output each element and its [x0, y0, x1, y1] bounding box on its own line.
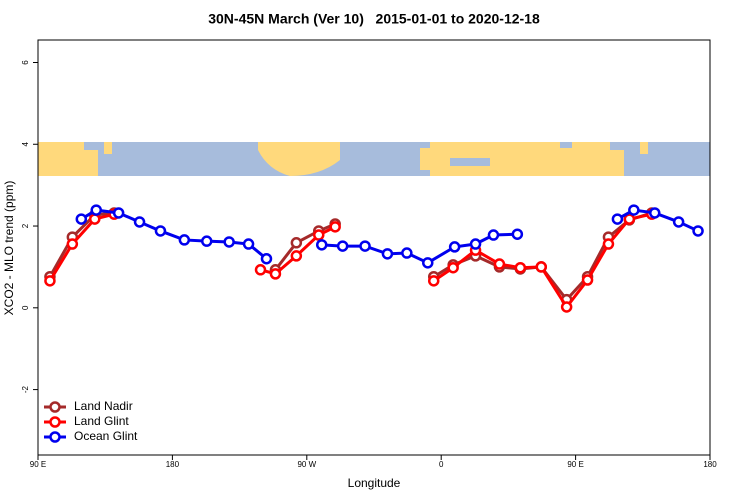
data-point	[312, 229, 325, 241]
data-point	[447, 261, 459, 274]
map-strip	[38, 142, 710, 176]
legend-label: Ocean Glint	[74, 429, 138, 443]
data-point	[154, 225, 167, 237]
data-point	[401, 247, 413, 259]
y-tick-label: -2	[21, 385, 30, 393]
legend-marker	[49, 401, 61, 413]
data-point	[290, 250, 303, 262]
legend-label: Land Nadir	[74, 399, 133, 413]
data-point	[88, 213, 101, 225]
x-tick-label: 90 E	[567, 460, 583, 469]
y-tick-label: 0	[21, 305, 30, 310]
y-tick-label: 2	[21, 223, 30, 228]
data-point	[535, 261, 548, 273]
data-point	[422, 257, 434, 269]
data-point	[611, 213, 624, 225]
x-tick-label: 0	[439, 460, 444, 469]
data-point	[493, 258, 506, 270]
data-point	[581, 274, 594, 286]
data-point	[44, 275, 56, 287]
data-point	[359, 240, 371, 252]
data-point	[260, 252, 273, 265]
data-point	[427, 275, 440, 287]
data-point	[290, 237, 303, 249]
legend-marker	[49, 416, 61, 428]
x-tick-label: 90 W	[297, 460, 316, 469]
legend-marker	[49, 431, 61, 443]
x-axis-label: Longitude	[348, 476, 401, 490]
data-point	[692, 225, 704, 237]
data-point	[602, 238, 615, 250]
data-point	[200, 235, 213, 247]
data-point	[90, 204, 102, 216]
y-tick-label: 6	[21, 60, 30, 65]
data-point	[381, 248, 394, 260]
data-point	[469, 238, 482, 250]
data-point	[75, 213, 88, 225]
x-tick-label: 90 E	[30, 460, 46, 469]
data-point	[448, 241, 461, 253]
data-point	[487, 229, 500, 241]
data-point	[648, 207, 661, 219]
data-point	[133, 216, 146, 228]
chart-title: 30N-45N March (Ver 10) 2015-01-01 to 202…	[208, 11, 540, 27]
data-point	[329, 221, 341, 233]
data-point	[560, 301, 573, 313]
y-tick-label: 4	[21, 141, 30, 146]
data-point	[178, 234, 191, 246]
data-point	[269, 268, 282, 280]
data-point	[223, 236, 235, 248]
data-point	[511, 228, 524, 240]
data-point	[623, 213, 636, 225]
data-point	[242, 238, 255, 250]
data-point	[315, 239, 328, 251]
y-axis-label: XCO2 - MLO trend (ppm)	[2, 181, 16, 316]
plot-frame	[37, 39, 711, 456]
data-point	[336, 240, 349, 252]
legend-label: Land Glint	[74, 414, 129, 428]
data-point	[628, 204, 640, 216]
data-point	[66, 238, 79, 250]
x-tick-label: 180	[166, 460, 180, 469]
data-point	[112, 207, 125, 219]
x-tick-label: 180	[703, 460, 717, 469]
data-point	[514, 261, 527, 274]
data-point	[254, 264, 267, 276]
data-point	[672, 216, 685, 228]
